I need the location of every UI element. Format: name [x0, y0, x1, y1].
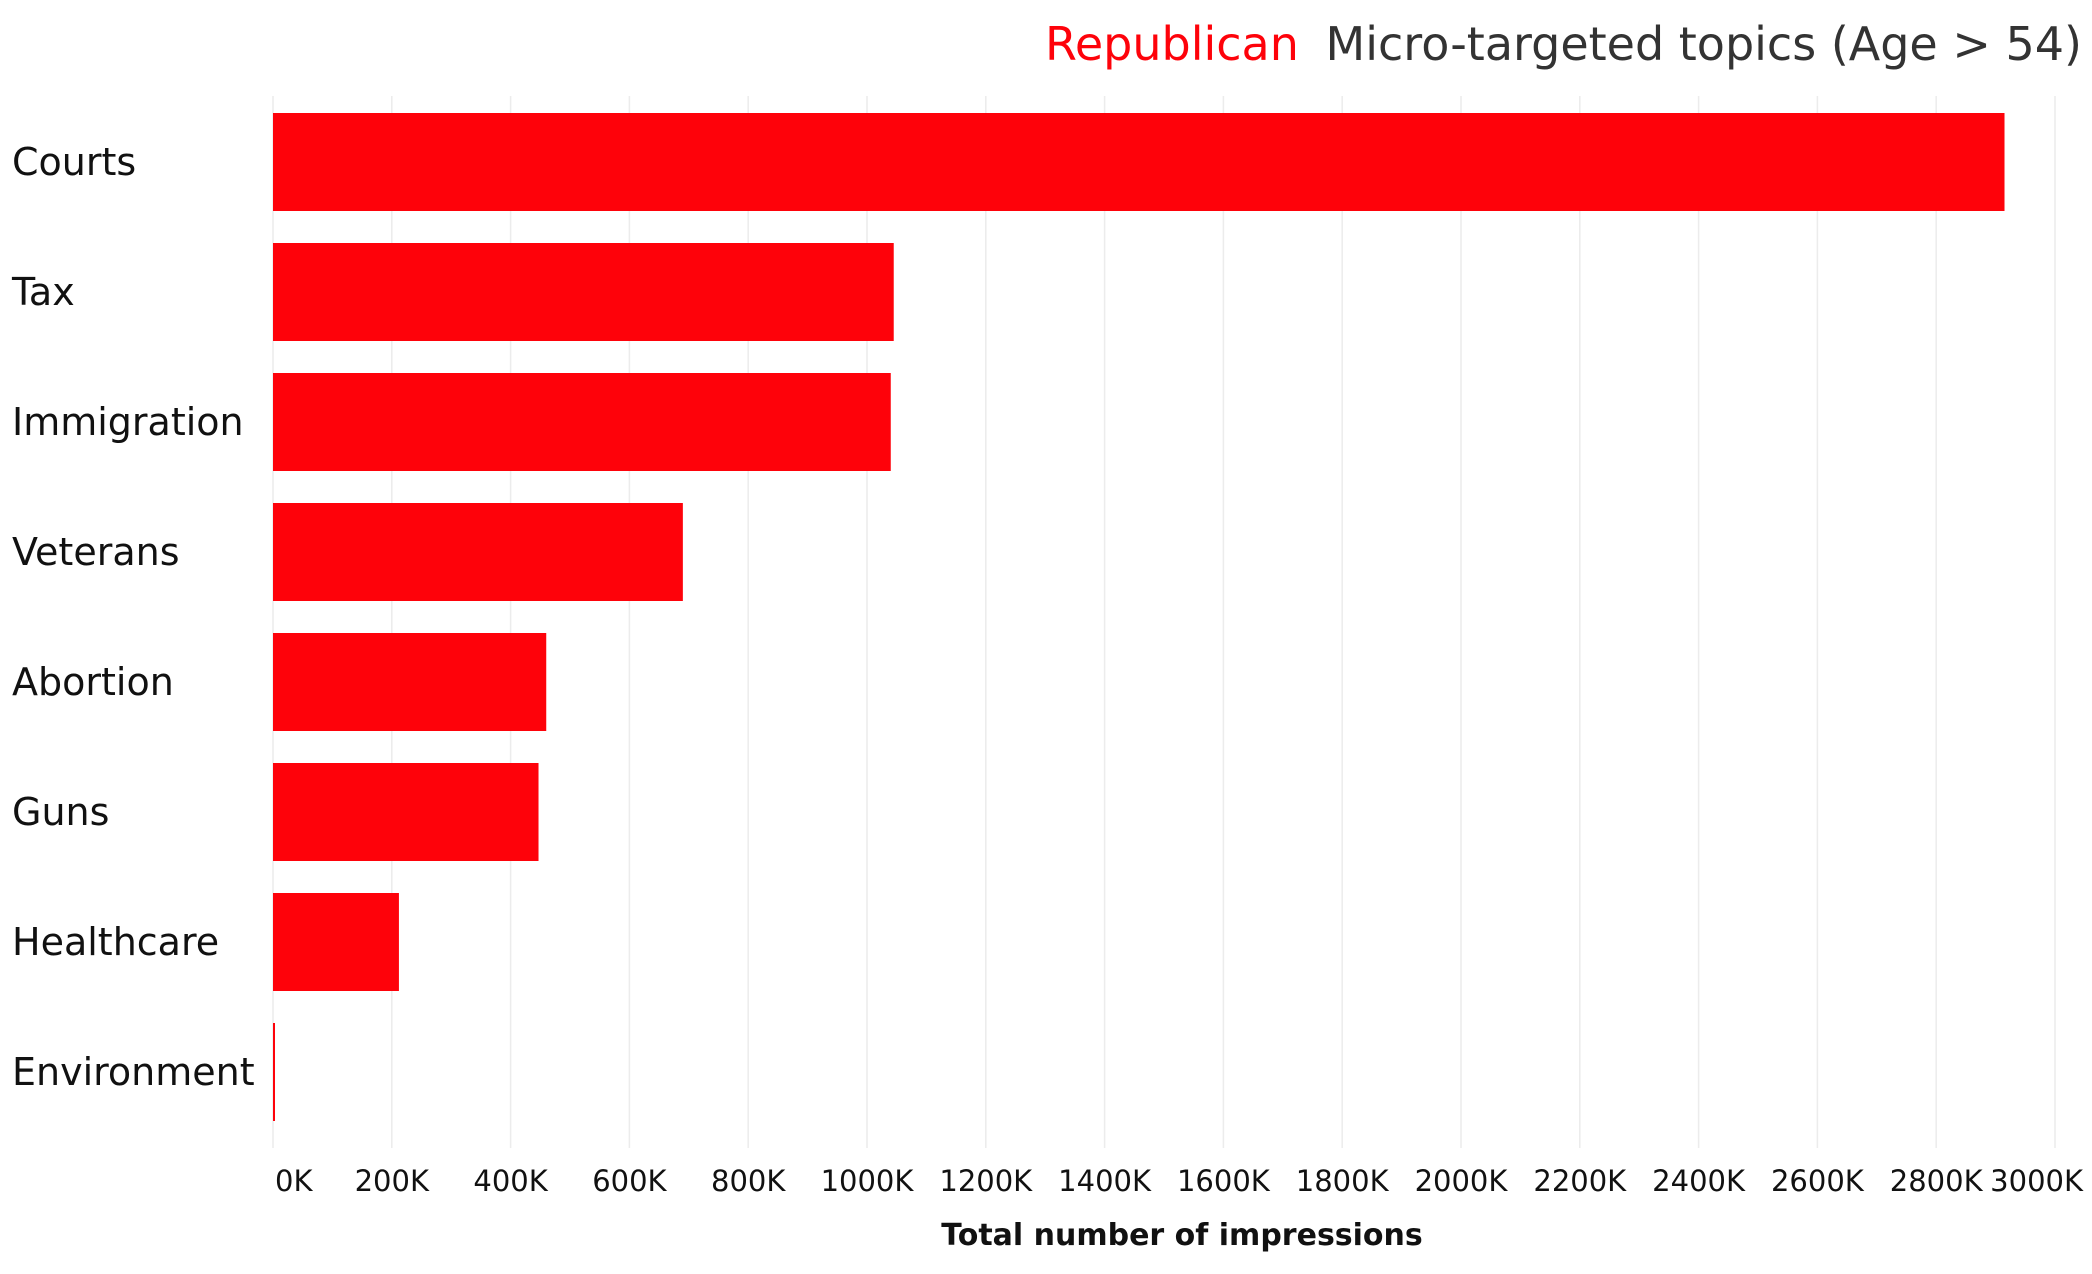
category-label-immigration: Immigration	[12, 400, 244, 444]
x-tick-label: 2400K	[1652, 1164, 1746, 1198]
x-tick-label: 2200K	[1533, 1164, 1627, 1198]
bar-tax	[273, 243, 894, 341]
chart-title: Republican Micro-targeted topics (Age > …	[1045, 17, 2082, 71]
title-rest: Micro-targeted topics (Age > 54)	[1326, 17, 2082, 71]
x-tick-label: 2600K	[1771, 1164, 1865, 1198]
x-axis-title: Total number of impressions	[941, 1218, 1423, 1253]
category-label-veterans: Veterans	[12, 530, 180, 574]
x-tick-label: 1000K	[821, 1164, 915, 1198]
title-highlight: Republican	[1045, 17, 1299, 71]
x-tick-label: 1800K	[1296, 1164, 1390, 1198]
bar-veterans	[273, 503, 683, 601]
bars	[273, 113, 2005, 1121]
x-tick-label: 600K	[592, 1164, 667, 1198]
x-tick-label: 800K	[711, 1164, 786, 1198]
category-label-environment: Environment	[12, 1050, 255, 1094]
category-label-guns: Guns	[12, 790, 109, 834]
x-tick-labels: 0K 200K 400K 600K 800K 1000K 1200K 1400K 1600K 18…	[275, 1164, 2084, 1198]
x-tick-label: 2000K	[1415, 1164, 1509, 1198]
bar-abortion	[273, 633, 547, 731]
category-label-tax: Tax	[11, 270, 75, 314]
category-label-healthcare: Healthcare	[12, 920, 219, 964]
x-tick-label: 1400K	[1058, 1164, 1152, 1198]
x-tick-label: 400K	[473, 1164, 548, 1198]
x-tick-label: 1600K	[1177, 1164, 1271, 1198]
x-tick-label: 1200K	[939, 1164, 1033, 1198]
bar-immigration	[273, 373, 891, 471]
x-tick-label: 200K	[355, 1164, 430, 1198]
bar-guns	[273, 763, 539, 861]
x-tick-label: 2800K	[1890, 1164, 1984, 1198]
category-labels: Courts Tax Immigration Veterans Abortion Guns…	[11, 140, 255, 1094]
x-tick-label: 0K	[275, 1164, 313, 1198]
category-label-courts: Courts	[12, 140, 136, 184]
bar-healthcare	[273, 893, 399, 991]
category-label-abortion: Abortion	[12, 660, 174, 704]
bar-environment	[273, 1023, 275, 1121]
bar-courts	[273, 113, 2005, 211]
x-tick-label: 3000K	[1990, 1164, 2084, 1198]
